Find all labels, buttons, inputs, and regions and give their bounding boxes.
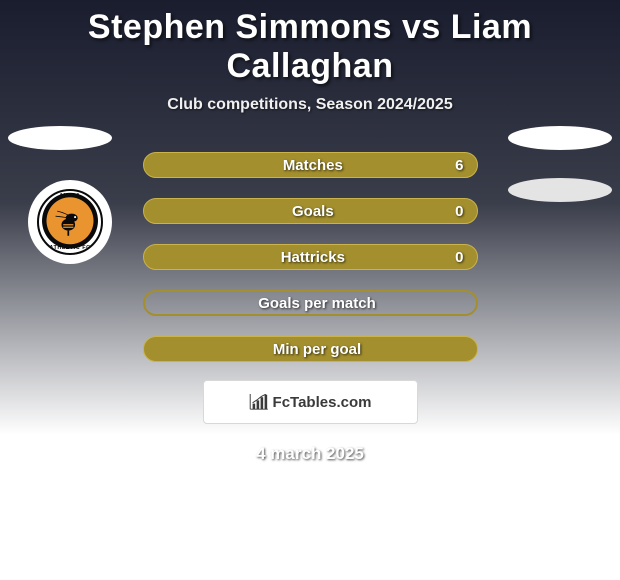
stat-row-hattricks: Hattricks 0 [143, 244, 478, 270]
bar-chart-icon [249, 394, 269, 410]
stat-inner: Goals 0 [143, 198, 478, 224]
stat-inner: Goals per match [143, 290, 478, 316]
stat-row-goals: Goals 0 [143, 198, 478, 224]
fctables-logo: FcTables.com [249, 394, 372, 411]
fctables-link[interactable]: FcTables.com [203, 380, 418, 424]
right-player-oval-badge-1 [508, 126, 612, 150]
crest-top-text: ALLOA [39, 193, 101, 199]
page-title: Stephen Simmons vs Liam Callaghan [0, 8, 620, 86]
stat-row-goals-per-match: Goals per match [143, 290, 478, 316]
content-container: Stephen Simmons vs Liam Callaghan Club c… [0, 0, 620, 580]
left-player-avatar: ALLOA ATHLETIC FC [28, 180, 112, 264]
fctables-text: FcTables.com [273, 394, 372, 411]
crest-bottom-text: ATHLETIC FC [39, 245, 101, 251]
stat-value: 6 [455, 157, 463, 174]
stat-value: 0 [455, 203, 463, 220]
stat-value: 0 [455, 249, 463, 266]
stat-label: Matches [283, 157, 343, 174]
stat-label: Hattricks [281, 249, 345, 266]
page-subtitle: Club competitions, Season 2024/2025 [0, 96, 620, 114]
stat-row-min-per-goal: Min per goal [143, 336, 478, 362]
wasp-icon [53, 204, 87, 238]
stat-row-matches: Matches 6 [143, 152, 478, 178]
stat-label: Min per goal [273, 341, 361, 358]
left-player-oval-badge [8, 126, 112, 150]
date-label: 4 march 2025 [0, 444, 620, 464]
stat-inner: Hattricks 0 [143, 244, 478, 270]
stat-label: Goals per match [258, 295, 376, 312]
stat-label: Goals [292, 203, 334, 220]
club-crest-icon: ALLOA ATHLETIC FC [37, 189, 103, 255]
stat-inner: Matches 6 [143, 152, 478, 178]
stat-inner: Min per goal [143, 336, 478, 362]
right-player-oval-badge-2 [508, 178, 612, 202]
